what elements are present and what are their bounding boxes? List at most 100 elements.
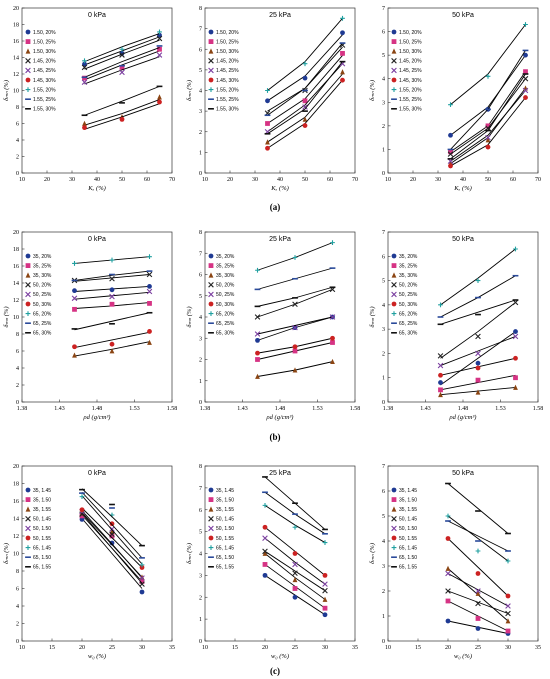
legend-marker bbox=[25, 487, 31, 493]
x-tick-label: 1.48 bbox=[92, 406, 103, 412]
series-5: 50, 1.55 bbox=[25, 507, 145, 570]
chart-a2: 10 20 30 40 50 60 70 0 1 2 3 4 5 6 7 8 25 kPa Kₓ (%) δₘₙ (… bbox=[186, 6, 358, 192]
legend-marker bbox=[391, 39, 397, 44]
data-point bbox=[71, 295, 78, 302]
legend-label: 1.45, 30% bbox=[33, 78, 56, 84]
data-point bbox=[292, 561, 298, 568]
data-point bbox=[475, 333, 481, 340]
data-point bbox=[156, 52, 163, 58]
data-point bbox=[147, 301, 152, 306]
trend-line bbox=[440, 302, 516, 359]
y-tick-label: 3 bbox=[199, 109, 202, 115]
data-point bbox=[255, 350, 260, 356]
chart-title: 25 kPa bbox=[269, 236, 291, 243]
legend-label: 50, 1.50 bbox=[399, 526, 417, 532]
data-point bbox=[255, 373, 260, 379]
x-tick-label: 10 bbox=[385, 177, 391, 183]
x-tick-label: 25 bbox=[109, 645, 115, 651]
trend-line bbox=[84, 99, 160, 126]
x-tick-label: 35 bbox=[352, 645, 358, 651]
y-tick-label: 12 bbox=[13, 534, 19, 540]
data-point bbox=[513, 246, 518, 252]
data-point bbox=[109, 257, 115, 263]
data-point bbox=[522, 87, 529, 94]
series-0: 35, 20% bbox=[391, 253, 518, 386]
y-tick-label: 2 bbox=[382, 124, 385, 130]
x-tick-label: 30 bbox=[139, 645, 145, 651]
data-point bbox=[445, 588, 451, 594]
data-point bbox=[262, 562, 268, 567]
data-point bbox=[322, 572, 328, 578]
data-point bbox=[292, 301, 298, 308]
data-point bbox=[485, 73, 491, 79]
data-point bbox=[109, 341, 115, 347]
data-point bbox=[302, 98, 308, 104]
series-7: 65, 1.50 bbox=[25, 491, 145, 561]
y-tick-label: 16 bbox=[13, 499, 19, 505]
y-tick-label: 1 bbox=[382, 614, 385, 620]
y-tick-label: 8 bbox=[199, 6, 202, 12]
trend-line bbox=[81, 488, 143, 546]
trend-line bbox=[447, 515, 509, 562]
legend-label: 35, 1.45 bbox=[216, 488, 234, 494]
data-point bbox=[157, 94, 162, 100]
x-tick-label: 25 bbox=[292, 645, 298, 651]
y-tick-label: 4 bbox=[199, 89, 202, 95]
legend-label: 1.45, 20% bbox=[33, 59, 56, 65]
series-3: 50, 20% bbox=[391, 282, 519, 359]
trend-line bbox=[264, 537, 326, 585]
y-axis-label: δₘₙ (%) bbox=[369, 306, 376, 327]
y-tick-label: 0 bbox=[16, 400, 19, 406]
data-point bbox=[79, 513, 85, 519]
data-point bbox=[475, 278, 481, 283]
legend-label: 50, 30% bbox=[216, 302, 235, 308]
data-point bbox=[265, 88, 270, 93]
legend-marker bbox=[25, 263, 31, 268]
legend-label: 1.50, 20% bbox=[216, 30, 239, 36]
legend-label: 50, 25% bbox=[399, 292, 418, 298]
data-point bbox=[292, 586, 298, 591]
data-point bbox=[254, 331, 261, 337]
y-tick-label: 6 bbox=[199, 47, 202, 53]
data-point bbox=[340, 50, 345, 56]
x-tick-label: 60 bbox=[327, 177, 333, 183]
legend-label: 50, 25% bbox=[216, 292, 235, 298]
y-tick-label: 8 bbox=[16, 105, 19, 111]
y-tick-label: 4 bbox=[16, 366, 19, 372]
x-tick-label: 20 bbox=[44, 177, 50, 183]
legend-marker bbox=[391, 301, 397, 307]
series-4: 50, 1.50 bbox=[208, 525, 328, 587]
series-2: 1.50, 30% bbox=[208, 48, 345, 145]
trend-line bbox=[447, 483, 509, 534]
chart-a3: 10 20 30 40 50 60 70 0 1 2 3 4 5 6 7 50 kPa Kₓ (%) δₘₙ (%… bbox=[369, 6, 541, 192]
y-tick-label: 4 bbox=[199, 552, 202, 558]
series-2: 35, 1.55 bbox=[391, 506, 511, 624]
y-tick-label: 6 bbox=[382, 489, 385, 495]
data-point bbox=[438, 387, 443, 393]
series-4: 50, 1.50 bbox=[391, 525, 511, 609]
legend-label: 1.50, 20% bbox=[399, 30, 422, 36]
data-point bbox=[445, 565, 451, 571]
data-point bbox=[475, 626, 481, 631]
legend-marker bbox=[391, 67, 397, 74]
legend-marker bbox=[25, 48, 31, 54]
data-point bbox=[119, 69, 125, 76]
y-tick-label: 2 bbox=[199, 595, 202, 601]
subfigure-label-a: (a) bbox=[270, 202, 281, 212]
y-tick-label: 7 bbox=[382, 230, 385, 236]
data-point bbox=[445, 536, 451, 541]
data-point bbox=[340, 30, 345, 36]
data-point bbox=[475, 600, 481, 607]
legend-marker bbox=[208, 506, 214, 512]
series-5: 1.45, 30% bbox=[208, 77, 345, 151]
legend-marker bbox=[208, 253, 214, 259]
series-7: 1.55, 25% bbox=[208, 42, 346, 117]
legend-label: 1.50, 25% bbox=[216, 39, 239, 45]
legend-marker bbox=[25, 58, 31, 64]
x-tick-label: 1.53 bbox=[129, 406, 140, 412]
legend-label: 50, 1.45 bbox=[216, 517, 234, 523]
data-point bbox=[475, 389, 481, 395]
data-point bbox=[437, 362, 444, 369]
data-point bbox=[147, 254, 152, 260]
